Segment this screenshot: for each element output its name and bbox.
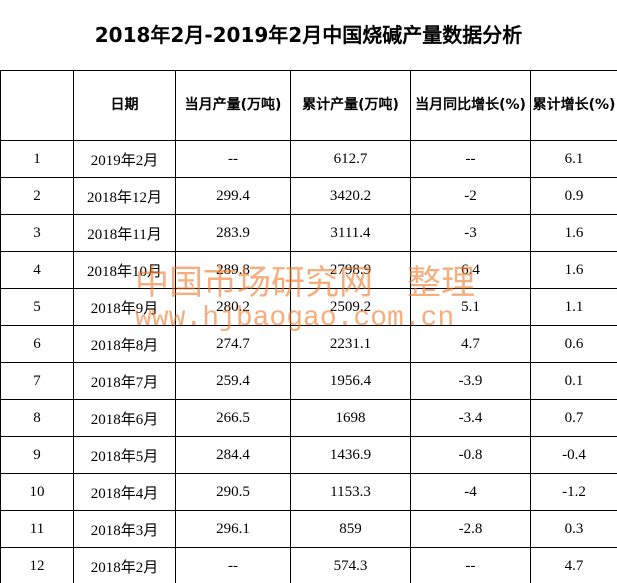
data-table: 日期 当月产量(万吨) 累计产量(万吨) 当月同比增长(%) 累计增长(%) 1 2019… xyxy=(0,70,617,583)
table-cell: -- xyxy=(410,140,531,178)
table-body: 1 2019年2月 -- 612.7 -- 6.1 2 2018年12月 299.4 3420.2… xyxy=(0,140,617,583)
table-cell: -- xyxy=(410,547,531,583)
table-cell: 280.2 xyxy=(175,288,291,326)
table-cell: 10 xyxy=(0,473,74,511)
table-cell: 1.6 xyxy=(530,251,617,289)
table-cell: -- xyxy=(175,140,291,178)
table-cell: 2018年9月 xyxy=(73,288,176,326)
table-cell: -2.8 xyxy=(410,510,531,548)
header-cell xyxy=(0,70,74,141)
table-cell: 4 xyxy=(0,251,74,289)
header-cell: 累计增长(%) xyxy=(530,70,617,141)
table-cell: 3 xyxy=(0,214,74,252)
table-cell: 2231.1 xyxy=(290,325,411,363)
table-cell: 1956.4 xyxy=(290,362,411,400)
header-row: 日期 当月产量(万吨) 累计产量(万吨) 当月同比增长(%) 累计增长(%) xyxy=(0,70,617,141)
table-row: 2 2018年12月 299.4 3420.2 -2 0.9 xyxy=(0,177,617,215)
table-cell: 283.9 xyxy=(175,214,291,252)
table-row: 1 2019年2月 -- 612.7 -- 6.1 xyxy=(0,140,617,178)
table-row: 5 2018年9月 280.2 2509.2 5.1 1.1 xyxy=(0,288,617,326)
table-cell: 859 xyxy=(290,510,411,548)
table-cell: 9 xyxy=(0,436,74,474)
table-cell: -4 xyxy=(410,473,531,511)
table-cell: 2509.2 xyxy=(290,288,411,326)
table-cell: 2018年5月 xyxy=(73,436,176,474)
table-row: 10 2018年4月 290.5 1153.3 -4 -1.2 xyxy=(0,473,617,511)
table-cell: 1153.3 xyxy=(290,473,411,511)
table-cell: 2 xyxy=(0,177,74,215)
table-cell: 6.4 xyxy=(410,251,531,289)
table-cell: -3.9 xyxy=(410,362,531,400)
table-cell: -3 xyxy=(410,214,531,252)
table-cell: 284.4 xyxy=(175,436,291,474)
table-cell: 1.6 xyxy=(530,214,617,252)
header-cell: 当月产量(万吨) xyxy=(175,70,291,141)
header-cell: 日期 xyxy=(73,70,176,141)
table-cell: 2018年10月 xyxy=(73,251,176,289)
table-cell: 3111.4 xyxy=(290,214,411,252)
table-cell: 2018年8月 xyxy=(73,325,176,363)
table-cell: 1 xyxy=(0,140,74,178)
table-cell: 574.3 xyxy=(290,547,411,583)
table-cell: 299.4 xyxy=(175,177,291,215)
table-cell: 289.8 xyxy=(175,251,291,289)
table-cell: 1436.9 xyxy=(290,436,411,474)
table-cell: 7 xyxy=(0,362,74,400)
table-cell: 4.7 xyxy=(530,547,617,583)
table-cell: 3420.2 xyxy=(290,177,411,215)
table-cell: 6.1 xyxy=(530,140,617,178)
table-cell: 0.9 xyxy=(530,177,617,215)
table-row: 7 2018年7月 259.4 1956.4 -3.9 0.1 xyxy=(0,362,617,400)
table-cell: 4.7 xyxy=(410,325,531,363)
table-cell: 290.5 xyxy=(175,473,291,511)
table-cell: 11 xyxy=(0,510,74,548)
table-cell: 1698 xyxy=(290,399,411,437)
table-cell: 2018年3月 xyxy=(73,510,176,548)
table-row: 9 2018年5月 284.4 1436.9 -0.8 -0.4 xyxy=(0,436,617,474)
table-cell: 0.6 xyxy=(530,325,617,363)
table-cell: 259.4 xyxy=(175,362,291,400)
table-cell: 0.7 xyxy=(530,399,617,437)
table-cell: 12 xyxy=(0,547,74,583)
table-cell: 5.1 xyxy=(410,288,531,326)
table-cell: -0.4 xyxy=(530,436,617,474)
table-row: 12 2018年2月 -- 574.3 -- 4.7 xyxy=(0,547,617,583)
table-cell: -0.8 xyxy=(410,436,531,474)
table-cell: 6 xyxy=(0,325,74,363)
table-cell: 2018年2月 xyxy=(73,547,176,583)
table-cell: 0.3 xyxy=(530,510,617,548)
table-row: 6 2018年8月 274.7 2231.1 4.7 0.6 xyxy=(0,325,617,363)
table-cell: 8 xyxy=(0,399,74,437)
table-cell: 2018年6月 xyxy=(73,399,176,437)
table-cell: 296.1 xyxy=(175,510,291,548)
table-row: 8 2018年6月 266.5 1698 -3.4 0.7 xyxy=(0,399,617,437)
table-cell: 2798.9 xyxy=(290,251,411,289)
table-cell: 1.1 xyxy=(530,288,617,326)
table-cell: 2019年2月 xyxy=(73,140,176,178)
table-cell: 2018年7月 xyxy=(73,362,176,400)
table-cell: -- xyxy=(175,547,291,583)
title: 2018年2月-2019年2月中国烧碱产量数据分析 xyxy=(94,23,523,47)
table-cell: 2018年4月 xyxy=(73,473,176,511)
header-cell: 当月同比增长(%) xyxy=(410,70,531,141)
table-cell: -3.4 xyxy=(410,399,531,437)
table-cell: 274.7 xyxy=(175,325,291,363)
table-cell: 2018年12月 xyxy=(73,177,176,215)
header-cell: 累计产量(万吨) xyxy=(290,70,411,141)
table-cell: 0.1 xyxy=(530,362,617,400)
table-cell: -2 xyxy=(410,177,531,215)
table-row: 11 2018年3月 296.1 859 -2.8 0.3 xyxy=(0,510,617,548)
table-cell: 612.7 xyxy=(290,140,411,178)
table-cell: 2018年11月 xyxy=(73,214,176,252)
table-row: 4 2018年10月 289.8 2798.9 6.4 1.6 xyxy=(0,251,617,289)
table-row: 3 2018年11月 283.9 3111.4 -3 1.6 xyxy=(0,214,617,252)
table-cell: 266.5 xyxy=(175,399,291,437)
table-cell: 5 xyxy=(0,288,74,326)
table-cell: -1.2 xyxy=(530,473,617,511)
